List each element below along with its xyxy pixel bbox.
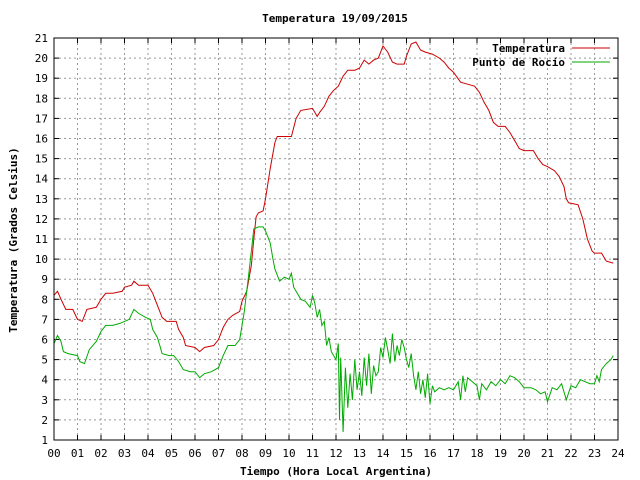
x-tick-label: 13 [353,447,366,460]
chart-title: Temperatura 19/09/2015 [262,12,408,25]
x-tick-label: 08 [235,447,248,460]
y-tick-label: 7 [41,313,48,326]
legend: Temperatura Punto de Rocío [472,42,610,69]
x-tick-label: 09 [259,447,272,460]
x-tick-label: 07 [212,447,225,460]
x-tick-label: 23 [588,447,601,460]
x-tick-label: 05 [165,447,178,460]
grid [54,38,618,440]
y-tick-label: 17 [35,112,48,125]
y-tick-label: 21 [35,32,48,45]
series-lines [53,41,614,433]
legend-label-punto-de-rocio: Punto de Rocío [472,56,565,69]
y-tick-label: 2 [41,414,48,427]
x-tick-label: 14 [376,447,390,460]
y-tick-label: 4 [41,374,48,387]
x-tick-label: 02 [94,447,107,460]
legend-label-temperatura: Temperatura [492,42,565,55]
y-tick-label: 1 [41,434,48,447]
x-tick-label: 16 [423,447,436,460]
y-tick-label: 12 [35,213,48,226]
series-line-temperatura [53,41,614,353]
y-tick-label: 16 [35,133,48,146]
x-tick-label: 04 [141,447,155,460]
x-tick-label: 11 [306,447,319,460]
y-tick-label: 18 [35,92,48,105]
x-tick-label: 21 [541,447,554,460]
x-axis-ticks: 00 01 02 03 04 05 06 07 08 09 10 11 12 13 14 15 16 17 18 19… [47,38,625,460]
x-tick-label: 12 [329,447,342,460]
x-tick-label: 24 [611,447,625,460]
x-tick-label: 15 [400,447,413,460]
y-tick-label: 10 [35,253,48,266]
y-tick-label: 8 [41,293,48,306]
x-tick-label: 00 [47,447,60,460]
x-tick-label: 20 [517,447,530,460]
x-tick-label: 17 [447,447,460,460]
y-tick-label: 20 [35,52,48,65]
y-tick-label: 3 [41,394,48,407]
x-tick-label: 03 [118,447,131,460]
x-tick-label: 19 [494,447,507,460]
y-axis-title: Temperatura (Grados Celsius) [7,147,20,332]
y-tick-label: 13 [35,193,48,206]
y-tick-label: 14 [35,173,49,186]
series-line-punto-de-rocio [53,226,614,433]
y-tick-label: 19 [35,72,48,85]
y-tick-label: 15 [35,153,48,166]
y-tick-label: 5 [41,354,48,367]
y-tick-label: 11 [35,233,48,246]
x-tick-label: 06 [188,447,201,460]
x-axis-title: Tiempo (Hora Local Argentina) [240,465,432,478]
y-tick-label: 6 [41,334,48,347]
x-tick-label: 10 [282,447,295,460]
x-tick-label: 01 [71,447,84,460]
y-tick-label: 9 [41,273,48,286]
plot-frame [53,37,619,441]
x-tick-label: 22 [564,447,577,460]
x-tick-label: 18 [470,447,483,460]
